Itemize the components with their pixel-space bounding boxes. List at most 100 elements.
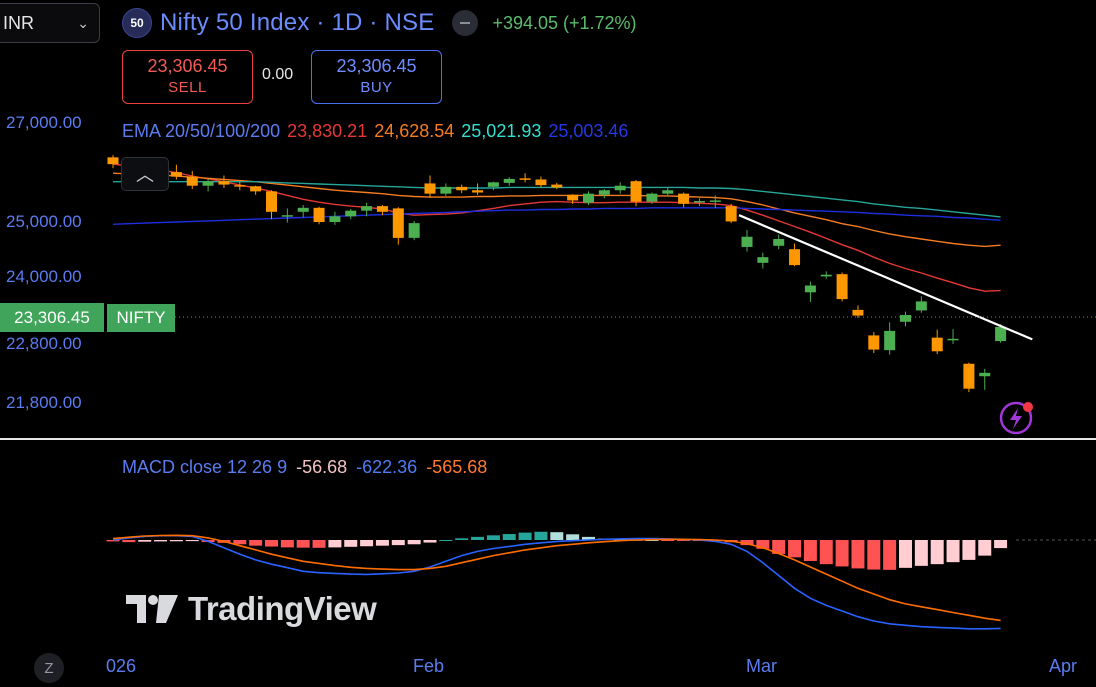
histogram-bar xyxy=(407,540,421,545)
histogram-bar xyxy=(756,540,770,549)
macd-histogram-value: -56.68 xyxy=(296,457,348,477)
macd-signal-value: -565.68 xyxy=(426,457,488,477)
lightning-icon[interactable] xyxy=(999,401,1033,435)
ema-line xyxy=(112,207,1001,225)
candle-body xyxy=(567,194,579,201)
histogram-bar xyxy=(154,540,168,542)
histogram-bar xyxy=(803,540,817,562)
minus-icon[interactable] xyxy=(452,10,479,36)
spread-value: 0.00 xyxy=(262,66,294,83)
trendline[interactable] xyxy=(738,214,1033,341)
chevron-up-icon: ︿ xyxy=(136,165,154,185)
histogram-bar xyxy=(851,540,865,569)
histogram-bar xyxy=(930,540,944,565)
histogram-bar xyxy=(185,540,199,542)
symbol-title[interactable]: Nifty 50 Index · 1D · NSE xyxy=(160,9,435,36)
candle-body xyxy=(408,223,420,238)
histogram-bar xyxy=(819,540,833,565)
candle-body xyxy=(361,206,373,211)
candlesticks xyxy=(107,155,1007,393)
macd-histogram xyxy=(106,531,1008,570)
histogram-bar xyxy=(914,540,928,566)
histogram-bar xyxy=(534,531,548,540)
histogram-bar xyxy=(296,540,310,548)
tradingview-logo-icon xyxy=(126,595,178,623)
histogram-bar xyxy=(518,532,532,540)
candle-body xyxy=(693,201,705,203)
histogram-bar xyxy=(328,540,342,548)
price-tick-label: 21,800.00 xyxy=(6,393,82,412)
candle-body xyxy=(487,182,499,187)
currency-select[interactable]: INR ⌄ xyxy=(0,3,100,43)
ema100-value: 25,021.93 xyxy=(461,121,542,141)
price-tick-label: 24,000.00 xyxy=(6,267,82,286)
candle-body xyxy=(868,335,880,350)
candle-body xyxy=(789,249,801,266)
histogram-bar xyxy=(740,540,754,546)
candle-body xyxy=(202,181,214,186)
histogram-bar xyxy=(471,536,485,540)
candle-body xyxy=(820,274,832,277)
candle-body xyxy=(345,210,357,217)
candle-body xyxy=(662,190,674,194)
last-price-label: 23,306.45 xyxy=(0,303,104,332)
histogram-bar xyxy=(994,540,1008,549)
histogram-bar xyxy=(233,540,247,545)
histogram-bar xyxy=(677,540,691,541)
tradingview-watermark: TradingView xyxy=(126,590,377,628)
signal-line xyxy=(112,534,1001,622)
sell-price: 23,306.45 xyxy=(147,56,228,76)
candle-body xyxy=(678,193,690,204)
candle-body xyxy=(757,257,769,263)
candle-body xyxy=(884,330,896,351)
candle-body xyxy=(440,186,452,194)
histogram-bar xyxy=(312,540,326,548)
sell-button[interactable]: 23,306.45 SELL xyxy=(122,50,253,104)
histogram-bar xyxy=(502,534,516,540)
histogram-bar xyxy=(566,534,580,540)
candle-body xyxy=(519,178,531,180)
histogram-bar xyxy=(455,538,469,540)
collapse-legend-button[interactable]: ︿ xyxy=(121,157,169,191)
time-tick-label: Mar xyxy=(746,656,777,676)
symbol-badge[interactable]: 50 xyxy=(122,8,152,38)
time-tick-label: Feb xyxy=(413,656,445,676)
macd-line-value: -622.36 xyxy=(356,457,418,477)
histogram-bar xyxy=(169,540,183,542)
macd-line xyxy=(112,534,1001,630)
buy-price: 23,306.45 xyxy=(336,56,417,76)
buy-button[interactable]: 23,306.45 BUY xyxy=(311,50,442,104)
time-tick-label: 026 xyxy=(106,656,137,676)
macd-legend[interactable]: MACD close 12 26 9 -56.68 -622.36 -565.6… xyxy=(122,457,487,478)
ema20-value: 23,830.21 xyxy=(287,121,368,141)
histogram-bar xyxy=(122,540,136,543)
histogram-bar xyxy=(883,540,897,570)
candle-body xyxy=(852,309,864,316)
histogram-bar xyxy=(582,536,595,540)
candle-body xyxy=(915,301,927,311)
candle-body xyxy=(329,216,341,222)
candle-body xyxy=(646,193,658,202)
candle-body xyxy=(234,185,246,187)
trendline-segment[interactable] xyxy=(738,214,1033,341)
histogram-bar xyxy=(391,540,405,546)
candle-body xyxy=(186,176,198,186)
histogram-bar xyxy=(946,540,960,563)
time-tick-label: Apr xyxy=(1049,656,1078,676)
histogram-bar xyxy=(772,540,786,554)
candle-body xyxy=(630,181,642,202)
histogram-bar xyxy=(439,540,453,541)
zoom-button[interactable]: Z xyxy=(34,653,64,683)
histogram-bar xyxy=(978,540,992,556)
candle-body xyxy=(503,178,515,183)
histogram-bar xyxy=(962,540,976,560)
candle-body xyxy=(614,185,626,191)
histogram-bar xyxy=(249,540,263,546)
candle-body xyxy=(218,181,230,185)
histogram-bar xyxy=(550,532,564,540)
candle-body xyxy=(583,193,594,203)
candle-body xyxy=(424,183,436,194)
candle-body xyxy=(107,157,119,165)
ema-legend[interactable]: EMA 20/50/100/200 23,830.21 24,628.54 25… xyxy=(122,121,628,142)
